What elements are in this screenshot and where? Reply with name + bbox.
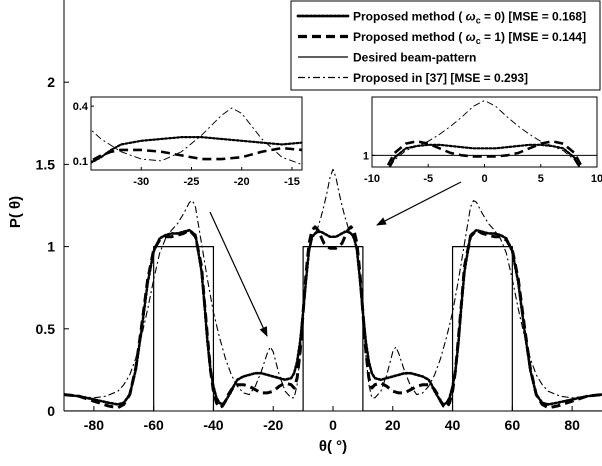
inset-right-background xyxy=(372,97,597,167)
inset-left-y-tick-label: 0.4 xyxy=(73,101,89,113)
main-series-line-dashdot xyxy=(64,168,602,399)
x-axis-label: θ( °) xyxy=(319,438,347,455)
inset-right-x-tick-label: -10 xyxy=(364,173,380,185)
inset-left-frame xyxy=(90,96,303,171)
y-tick-label: 1.5 xyxy=(36,156,56,172)
legend: Proposed method ( ωc = 0) [MSE = 0.168] P… xyxy=(290,0,601,91)
y-tick-label: 0.5 xyxy=(36,321,56,337)
x-tick-label: 0 xyxy=(329,417,337,433)
x-tick-label: -40 xyxy=(203,417,223,433)
x-tick-label: 80 xyxy=(564,417,580,433)
inset-right: -10 -5 0 5 10 1 xyxy=(363,96,602,185)
x-tick-label: 20 xyxy=(385,417,401,433)
inset-left-x-tick-label: -20 xyxy=(234,176,250,188)
inset-left-x-tick-label: -25 xyxy=(184,176,200,188)
inset-right-series-line-dotted xyxy=(388,143,581,167)
x-tick-label: 60 xyxy=(505,417,521,433)
inset-right-y-tick-label: 1 xyxy=(363,150,369,162)
zoom-arrow-left xyxy=(209,211,268,337)
y-axis-label: P( θ) xyxy=(7,196,24,228)
inset-left-x-tick-label: -15 xyxy=(284,176,300,188)
legend-label: Proposed method ( ωc = 1) [MSE = 0.144] xyxy=(353,30,586,46)
legend-label: Desired beam-pattern xyxy=(353,51,476,65)
inset-right-series-group xyxy=(372,100,597,167)
x-tick-label: -20 xyxy=(263,417,283,433)
x-tick-label: -60 xyxy=(144,417,164,433)
zoom-arrow-right xyxy=(376,181,462,226)
main-series-line-dashed xyxy=(64,225,602,410)
main-plot: -80 -60 -40 -20 0 20 40 60 80 0 0.5 1 1.5 2 θ( °) P( θ) xyxy=(7,0,602,455)
x-tick-label: -80 xyxy=(84,417,104,433)
y-tick-label: 0 xyxy=(47,403,55,419)
y-tick-label: 2 xyxy=(47,74,55,90)
inset-left: -30 -25 -20 -15 0.1 0.4 xyxy=(73,96,303,188)
inset-right-x-tick-label: 10 xyxy=(591,173,602,185)
x-tick-label: 40 xyxy=(445,417,461,433)
inset-right-series-line-solid xyxy=(372,154,597,167)
y-tick-label: 1 xyxy=(47,239,55,255)
legend-label: Proposed in [37] [MSE = 0.293] xyxy=(353,71,528,85)
main-series-group xyxy=(64,168,602,411)
inset-right-x-tick-label: -5 xyxy=(423,173,433,185)
main-series-line-dotted xyxy=(64,228,602,406)
inset-left-x-tick-label: -30 xyxy=(133,176,149,188)
inset-right-x-tick-label: 0 xyxy=(481,173,487,185)
legend-label: Proposed method ( ωc = 0) [MSE = 0.168] xyxy=(353,10,586,26)
main-series-line-solid xyxy=(64,246,602,411)
inset-right-x-tick-label: 5 xyxy=(538,173,544,185)
inset-left-y-tick-label: 0.1 xyxy=(73,156,88,168)
